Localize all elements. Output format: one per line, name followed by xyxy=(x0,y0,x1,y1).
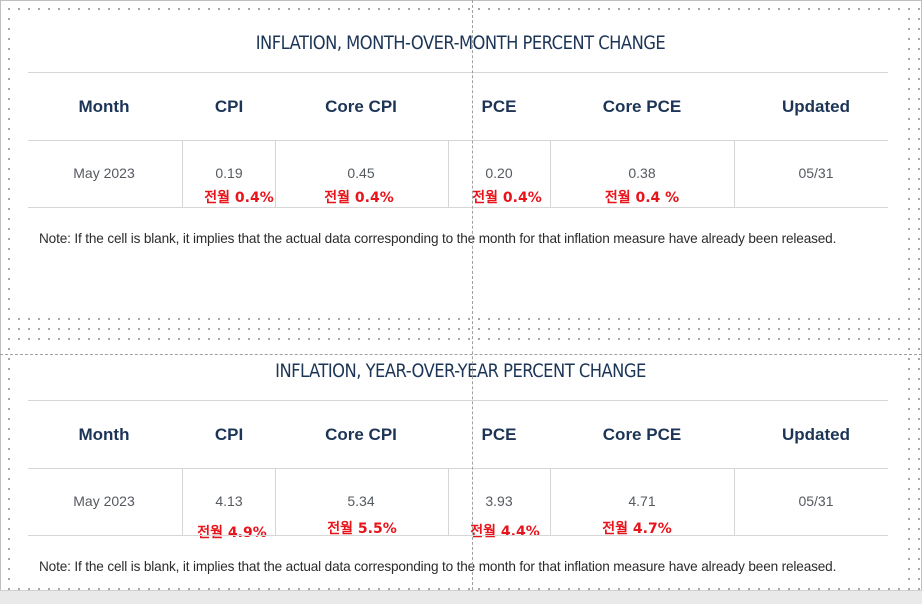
yoy-table-section: INFLATION, YEAR-OVER-YEAR PERCENT CHANGE… xyxy=(14,342,907,586)
annotation-cpi: 전월 0.4% xyxy=(204,190,274,206)
header-core-pce: Core PCE xyxy=(602,425,682,444)
column-divider xyxy=(550,469,551,535)
annotation-cpi: 전월 4.9% xyxy=(197,525,267,541)
column-divider xyxy=(182,141,183,207)
column-divider xyxy=(550,141,551,207)
cell-core-pce: 0.38 xyxy=(628,165,656,181)
column-divider xyxy=(448,469,449,535)
divider xyxy=(28,207,888,208)
divider xyxy=(28,72,888,73)
cell-pce: 3.93 xyxy=(485,493,513,509)
yoy-table-title: INFLATION, YEAR-OVER-YEAR PERCENT CHANGE xyxy=(275,360,646,382)
annotation-pce: 전월 4.4% xyxy=(470,524,540,540)
annotation-pce: 전월 0.4% xyxy=(472,190,542,206)
annotation-core-pce: 전월 0.4 % xyxy=(604,190,680,206)
column-divider xyxy=(182,469,183,535)
annotation-core-cpi: 전월 5.5% xyxy=(327,521,397,537)
footnote: Note: If the cell is blank, it implies t… xyxy=(39,559,837,574)
guide-line-vertical xyxy=(472,0,473,590)
header-month: Month xyxy=(78,97,130,116)
column-divider xyxy=(275,141,276,207)
cell-updated: 05/31 xyxy=(798,165,834,181)
cell-cpi: 0.19 xyxy=(215,165,243,181)
header-cpi: CPI xyxy=(214,97,244,116)
annotation-core-pce: 전월 4.7% xyxy=(602,521,672,537)
header-cpi: CPI xyxy=(214,425,244,444)
header-updated: Updated xyxy=(782,425,850,444)
divider xyxy=(28,535,888,536)
footnote: Note: If the cell is blank, it implies t… xyxy=(39,231,837,246)
guide-line-horizontal xyxy=(0,354,922,355)
column-divider xyxy=(734,469,735,535)
header-core-pce: Core PCE xyxy=(602,97,682,116)
mom-table-title: INFLATION, MONTH-OVER-MONTH PERCENT CHAN… xyxy=(255,32,666,54)
column-divider xyxy=(275,469,276,535)
cell-pce: 0.20 xyxy=(485,165,513,181)
header-pce: PCE xyxy=(481,425,517,444)
divider xyxy=(28,400,888,401)
header-month: Month xyxy=(78,425,130,444)
header-core-cpi: Core CPI xyxy=(325,425,397,444)
header-updated: Updated xyxy=(782,97,850,116)
bottom-scroll-strip xyxy=(0,590,922,604)
column-divider xyxy=(448,141,449,207)
cell-core-cpi: 0.45 xyxy=(347,165,375,181)
mom-table-section: INFLATION, MONTH-OVER-MONTH PERCENT CHAN… xyxy=(14,14,907,314)
cell-cpi: 4.13 xyxy=(215,493,243,509)
divider xyxy=(28,140,888,141)
header-core-cpi: Core CPI xyxy=(325,97,397,116)
column-divider xyxy=(734,141,735,207)
header-pce: PCE xyxy=(481,97,517,116)
cell-month: May 2023 xyxy=(73,165,135,181)
annotation-core-cpi: 전월 0.4% xyxy=(324,190,394,206)
cell-updated: 05/31 xyxy=(798,493,834,509)
divider xyxy=(28,468,888,469)
cell-core-pce: 4.71 xyxy=(628,493,656,509)
cell-month: May 2023 xyxy=(73,493,135,509)
cell-core-cpi: 5.34 xyxy=(347,493,375,509)
